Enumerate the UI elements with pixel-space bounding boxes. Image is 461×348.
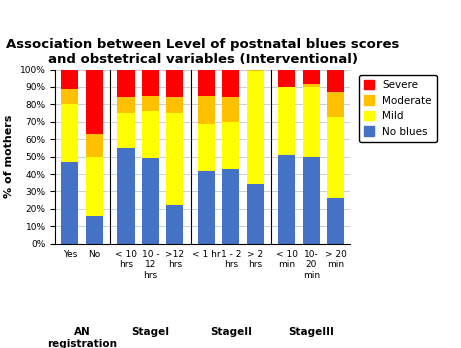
Text: AN
registration: AN registration xyxy=(47,327,117,348)
Bar xyxy=(142,70,159,96)
Bar xyxy=(118,113,135,148)
Bar xyxy=(61,89,78,104)
Bar xyxy=(61,70,78,89)
Bar xyxy=(247,184,264,244)
Bar xyxy=(166,205,183,244)
Bar xyxy=(222,97,239,122)
Bar xyxy=(198,96,215,124)
Bar xyxy=(247,70,264,71)
Bar xyxy=(278,155,296,244)
Text: StageII: StageII xyxy=(210,327,252,337)
Bar xyxy=(303,157,320,244)
Bar xyxy=(198,70,215,96)
Bar xyxy=(61,162,78,244)
Bar xyxy=(303,84,320,87)
Bar xyxy=(166,113,183,205)
Bar xyxy=(118,148,135,244)
Bar xyxy=(222,70,239,97)
Bar xyxy=(86,157,103,216)
Bar xyxy=(327,92,344,117)
Bar xyxy=(278,70,296,87)
Bar xyxy=(278,87,296,155)
Bar xyxy=(327,117,344,198)
Bar xyxy=(222,169,239,244)
Bar xyxy=(198,124,215,171)
Bar xyxy=(61,104,78,162)
Bar xyxy=(86,134,103,157)
Bar xyxy=(118,70,135,97)
Bar xyxy=(86,70,103,134)
Text: StageIII: StageIII xyxy=(289,327,334,337)
Text: StageI: StageI xyxy=(131,327,170,337)
Bar xyxy=(303,87,320,157)
Bar xyxy=(327,198,344,244)
Bar xyxy=(247,71,264,184)
Bar xyxy=(118,97,135,113)
Bar xyxy=(166,97,183,113)
Y-axis label: % of mothers: % of mothers xyxy=(4,115,14,198)
Bar xyxy=(327,70,344,92)
Bar xyxy=(142,111,159,158)
Title: Association between Level of postnatal blues scores
and obstetrical variables (I: Association between Level of postnatal b… xyxy=(6,38,400,66)
Bar xyxy=(198,171,215,244)
Bar xyxy=(142,158,159,244)
Bar xyxy=(86,216,103,244)
Bar xyxy=(166,70,183,97)
Bar xyxy=(142,96,159,111)
Bar xyxy=(222,122,239,169)
Legend: Severe, Moderate, Mild, No blues: Severe, Moderate, Mild, No blues xyxy=(359,75,437,142)
Bar xyxy=(303,70,320,84)
